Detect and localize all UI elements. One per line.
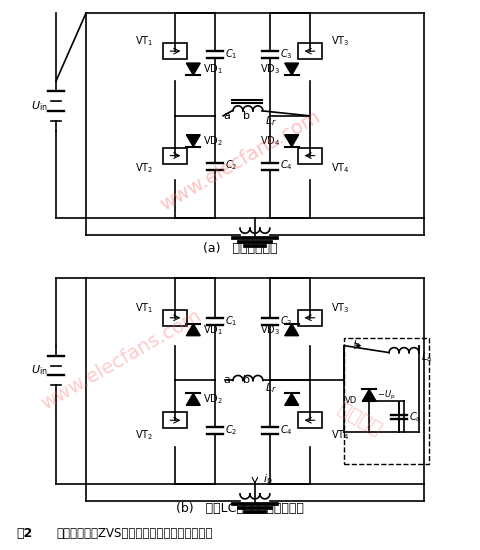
Text: 滞后桥臂实现ZVS、减少副边占空比的辅助网络: 滞后桥臂实现ZVS、减少副边占空比的辅助网络 — [56, 527, 213, 540]
Polygon shape — [285, 324, 299, 336]
Text: VD: VD — [345, 396, 357, 405]
Text: b: b — [243, 111, 250, 121]
Text: a: a — [223, 376, 230, 386]
Text: VT$_3$: VT$_3$ — [332, 301, 350, 315]
Text: (b)   利用LC电路组成的辅助网络: (b) 利用LC电路组成的辅助网络 — [176, 502, 304, 515]
Text: $C_1$: $C_1$ — [225, 314, 238, 328]
Text: $C_1$: $C_1$ — [225, 47, 238, 61]
Text: VD$_3$: VD$_3$ — [260, 323, 280, 337]
Text: VT$_4$: VT$_4$ — [332, 428, 350, 442]
Text: VT$_2$: VT$_2$ — [135, 428, 154, 442]
Polygon shape — [285, 393, 299, 405]
Polygon shape — [186, 135, 200, 147]
Text: VT$_1$: VT$_1$ — [135, 34, 154, 48]
Text: $i_{\rm a}$: $i_{\rm a}$ — [353, 336, 361, 350]
Text: $i_{\rm p}$: $i_{\rm p}$ — [263, 473, 273, 489]
Text: $C_2$: $C_2$ — [225, 424, 238, 437]
Text: 图2: 图2 — [16, 527, 33, 540]
Text: VD$_1$: VD$_1$ — [203, 323, 223, 337]
Text: (a)   利用饱和电感: (a) 利用饱和电感 — [203, 241, 277, 255]
Text: $L_{\rm a}$: $L_{\rm a}$ — [421, 351, 432, 365]
Bar — [298, 147, 322, 163]
Text: VT$_4$: VT$_4$ — [332, 162, 350, 175]
Bar — [164, 147, 187, 163]
Polygon shape — [186, 63, 200, 75]
Polygon shape — [186, 393, 200, 405]
Bar — [164, 310, 187, 326]
Text: $C_3$: $C_3$ — [280, 47, 292, 61]
Text: 电子烧友: 电子烧友 — [334, 399, 384, 439]
Bar — [298, 310, 322, 326]
Text: $-U_{\rm p}$: $-U_{\rm p}$ — [377, 389, 396, 402]
Text: VD$_3$: VD$_3$ — [260, 62, 280, 76]
Text: VT$_1$: VT$_1$ — [135, 301, 154, 315]
Text: VT$_3$: VT$_3$ — [332, 34, 350, 48]
Text: $U_{\rm in}$: $U_{\rm in}$ — [31, 364, 48, 377]
Text: www.elecfans.com: www.elecfans.com — [156, 107, 324, 214]
Text: VD$_1$: VD$_1$ — [203, 62, 223, 76]
Text: $C_2$: $C_2$ — [225, 158, 238, 173]
Bar — [164, 412, 187, 428]
Text: VD$_4$: VD$_4$ — [260, 134, 280, 147]
Bar — [298, 412, 322, 428]
Text: VT$_2$: VT$_2$ — [135, 162, 154, 175]
Text: VD$_2$: VD$_2$ — [203, 393, 223, 406]
Text: $L_r$: $L_r$ — [265, 382, 276, 395]
Bar — [164, 43, 187, 59]
Text: $C_4$: $C_4$ — [280, 424, 292, 437]
Text: $C_4$: $C_4$ — [280, 158, 292, 173]
Text: VD$_2$: VD$_2$ — [203, 134, 223, 147]
Text: $C_{\rm a}$: $C_{\rm a}$ — [409, 410, 421, 424]
Polygon shape — [285, 135, 299, 147]
Text: $L_r$: $L_r$ — [265, 114, 276, 128]
Text: $U_{\rm in}$: $U_{\rm in}$ — [31, 99, 48, 113]
Polygon shape — [362, 389, 376, 402]
Text: b: b — [243, 376, 250, 386]
Text: a: a — [223, 111, 230, 121]
Text: www.elecfans.com: www.elecfans.com — [37, 306, 204, 413]
Polygon shape — [186, 324, 200, 336]
Bar — [298, 43, 322, 59]
Polygon shape — [285, 63, 299, 75]
Text: $C_3$: $C_3$ — [280, 314, 292, 328]
